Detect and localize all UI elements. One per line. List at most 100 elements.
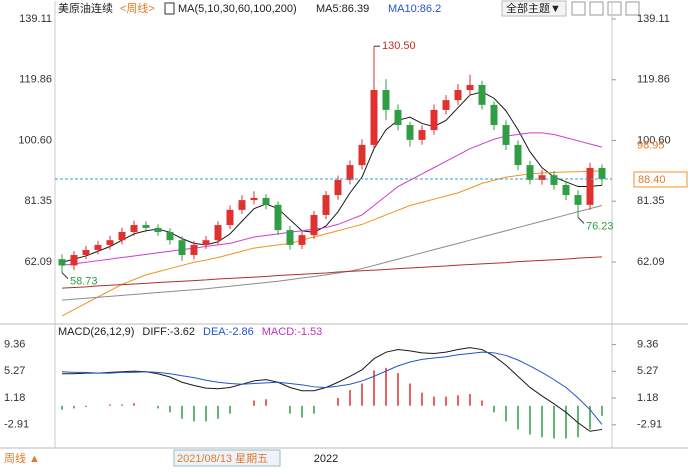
footer: 周线 ▲ 2021/08/13 星期五 — [4, 449, 281, 467]
candle-body — [118, 231, 126, 241]
candle-body — [82, 249, 90, 256]
candle-body — [298, 235, 306, 245]
macd-legend: DIFF:-3.62 — [142, 326, 195, 338]
candle-body — [190, 244, 198, 256]
y-tick-label: 5.27 — [4, 365, 25, 377]
candle-body — [466, 84, 474, 91]
period: <周线> — [120, 1, 155, 15]
candle-body — [406, 125, 414, 140]
annotation-pointer — [577, 217, 585, 224]
ma-line — [61, 170, 603, 317]
macd-legend: DEA:-2.86 — [203, 326, 254, 338]
candle-body — [574, 195, 582, 205]
annotation-label: 76.23 — [586, 220, 614, 232]
period-switch[interactable]: 周线 ▲ — [4, 451, 40, 465]
y-tick-label-right: -2.91 — [637, 419, 662, 431]
candle-body — [478, 84, 486, 105]
candle-body — [586, 167, 594, 205]
candle-body — [358, 144, 366, 166]
theme-button[interactable] — [501, 0, 567, 17]
candle-body — [166, 231, 174, 241]
theme-button-text[interactable]: 全部主题▼ — [506, 1, 561, 15]
candle-body — [538, 175, 546, 180]
y-tick-label: 9.36 — [4, 338, 25, 350]
candle-body — [562, 184, 570, 196]
ma5-label: MA5:86.39 — [316, 3, 369, 15]
last-price-box — [633, 171, 688, 188]
candle-body — [442, 100, 450, 110]
candle-body — [394, 109, 402, 126]
candle-body — [550, 175, 558, 185]
candle-body — [370, 90, 378, 145]
candle-body — [154, 227, 162, 232]
ma-params: MA(5,10,30,60,100,200) — [178, 3, 297, 15]
candle-body — [70, 255, 78, 266]
candle-body — [142, 225, 150, 228]
x-tick-label: 2022 — [314, 453, 338, 465]
y-tick-label: 100.60 — [18, 134, 52, 146]
y-tick-label-right: 139.11 — [637, 13, 670, 25]
candle-body — [418, 130, 426, 140]
y-tick-label: 1.18 — [4, 392, 25, 404]
candle-body — [430, 109, 438, 131]
macd-legend: MACD:-1.53 — [262, 326, 323, 338]
candle-body — [286, 230, 294, 245]
y-tick-label: -2.91 — [4, 419, 29, 431]
ma-line — [61, 132, 603, 266]
tool-icon[interactable] — [625, 1, 640, 16]
candle-body — [58, 259, 66, 266]
y-tick-label-right: 100.60 — [637, 134, 671, 146]
candle-body — [214, 225, 222, 241]
y-tick-label: 81.35 — [24, 195, 52, 207]
macd-line — [61, 351, 603, 425]
candle-body — [130, 225, 138, 232]
candle-body — [322, 195, 330, 215]
y-tick-label: 139.11 — [19, 13, 52, 25]
annotation-label: 58.73 — [70, 275, 98, 287]
candle-body — [274, 204, 282, 231]
ma10-label: MA10:86.2 — [388, 3, 441, 15]
y-tick-label-right: 1.18 — [637, 392, 658, 404]
candle-body — [490, 104, 498, 126]
y-tick-label-right: 119.86 — [637, 74, 670, 86]
ma-marker-label: 98.95 — [637, 140, 665, 152]
candle-body — [262, 197, 270, 205]
last-price-label: 88.40 — [638, 174, 666, 186]
annotation-pointer — [61, 272, 69, 279]
tool-icon[interactable] — [589, 1, 604, 16]
ma-line — [61, 205, 603, 301]
ma-line — [61, 91, 603, 263]
header: 美原油连续 <周线> MA(5,10,30,60,100,200) MA5:86… — [58, 0, 640, 17]
tool-icon[interactable] — [571, 1, 586, 16]
y-tick-label: 62.09 — [24, 256, 52, 268]
candle-body — [202, 240, 210, 245]
candle-body — [334, 179, 342, 196]
annotation-label: 130.50 — [382, 40, 416, 52]
cursor-date: 2021/08/13 星期五 — [177, 452, 268, 465]
candle-body — [454, 90, 462, 101]
candle-body — [94, 244, 102, 250]
y-tick-label-right: 9.36 — [637, 338, 658, 350]
y-tick-label-right: 81.35 — [637, 195, 665, 207]
cursor-date-box — [173, 449, 281, 467]
candle-body — [514, 144, 522, 166]
candle-body — [346, 165, 354, 180]
tool-icon[interactable] — [607, 1, 622, 16]
y-tick-label-right: 62.09 — [637, 256, 665, 268]
y-tick-label: 119.86 — [19, 74, 52, 86]
candle-body — [310, 214, 318, 236]
candle-body — [178, 240, 186, 256]
candle-body — [250, 197, 258, 201]
candle-body — [106, 240, 114, 245]
candle-body — [598, 167, 606, 179]
candle-body — [226, 209, 234, 226]
candle-body — [382, 90, 390, 110]
candle-body — [502, 125, 510, 145]
macd-line — [62, 347, 603, 432]
candle-body — [526, 165, 534, 180]
y-tick-label-right: 5.27 — [637, 365, 658, 377]
ma-line — [61, 256, 603, 289]
ma-icon — [164, 2, 175, 15]
